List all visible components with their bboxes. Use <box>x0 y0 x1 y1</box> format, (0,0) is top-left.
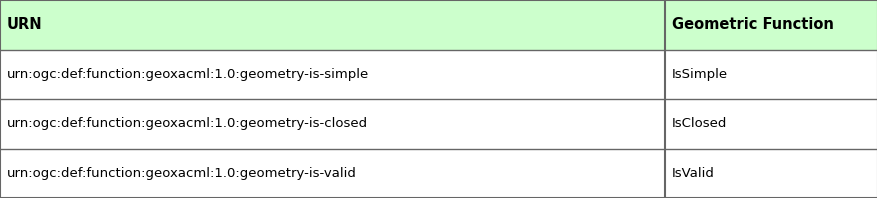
Bar <box>0 50 877 99</box>
Text: URN: URN <box>7 17 43 32</box>
Text: urn:ogc:def:function:geoxacml:1.0:geometry-is-closed: urn:ogc:def:function:geoxacml:1.0:geomet… <box>7 117 367 130</box>
Text: urn:ogc:def:function:geoxacml:1.0:geometry-is-simple: urn:ogc:def:function:geoxacml:1.0:geomet… <box>7 68 369 81</box>
Text: IsClosed: IsClosed <box>671 117 726 130</box>
Bar <box>0 0 877 50</box>
Text: IsSimple: IsSimple <box>671 68 727 81</box>
Text: urn:ogc:def:function:geoxacml:1.0:geometry-is-valid: urn:ogc:def:function:geoxacml:1.0:geomet… <box>7 167 356 180</box>
Bar <box>0 148 877 198</box>
Text: IsValid: IsValid <box>671 167 714 180</box>
Text: Geometric Function: Geometric Function <box>671 17 832 32</box>
Bar <box>0 99 877 148</box>
